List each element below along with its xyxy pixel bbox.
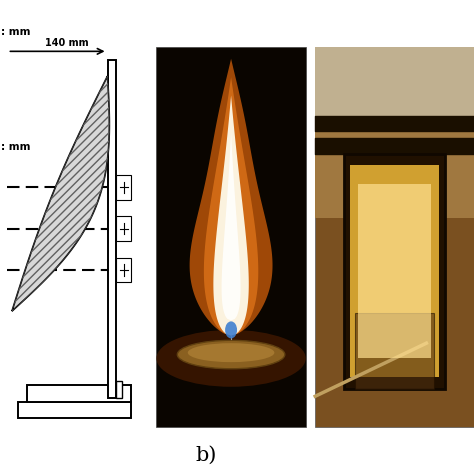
Polygon shape xyxy=(315,47,474,427)
Polygon shape xyxy=(355,313,434,389)
Polygon shape xyxy=(190,59,273,336)
Polygon shape xyxy=(350,165,439,377)
Polygon shape xyxy=(315,47,474,116)
Text: : mm: : mm xyxy=(1,27,31,36)
Polygon shape xyxy=(12,76,109,311)
Polygon shape xyxy=(117,257,131,283)
Ellipse shape xyxy=(177,340,285,369)
Polygon shape xyxy=(315,116,474,218)
Ellipse shape xyxy=(188,343,274,362)
Polygon shape xyxy=(221,132,241,320)
Polygon shape xyxy=(108,60,117,398)
Polygon shape xyxy=(117,381,122,398)
Text: b): b) xyxy=(195,446,217,465)
Text: 140 mm: 140 mm xyxy=(45,38,89,48)
Polygon shape xyxy=(156,47,306,427)
Text: : mm: : mm xyxy=(1,142,31,152)
Polygon shape xyxy=(117,216,131,241)
Polygon shape xyxy=(27,385,131,402)
Polygon shape xyxy=(358,184,431,358)
Polygon shape xyxy=(18,402,131,419)
Polygon shape xyxy=(117,175,131,200)
Polygon shape xyxy=(344,154,446,389)
Polygon shape xyxy=(204,77,258,336)
Ellipse shape xyxy=(225,321,237,338)
Ellipse shape xyxy=(156,330,306,387)
Polygon shape xyxy=(213,96,249,336)
